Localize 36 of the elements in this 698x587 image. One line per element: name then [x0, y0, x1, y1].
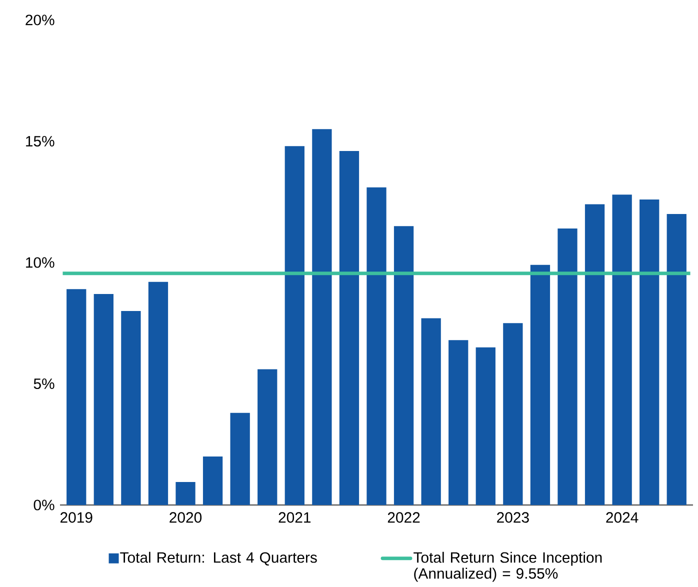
bar	[476, 347, 496, 505]
y-tick-label: 15%	[26, 136, 54, 146]
bar	[530, 264, 550, 505]
y-tick-label: 10%	[26, 257, 54, 268]
bar	[366, 187, 386, 505]
bar	[612, 194, 632, 505]
y-tick-label: 5%	[34, 378, 54, 389]
bar	[230, 412, 250, 505]
bar	[558, 228, 578, 505]
bar	[312, 129, 332, 505]
bar	[94, 294, 114, 505]
bar	[339, 150, 360, 505]
y-tick-label: 20%	[26, 14, 54, 26]
bar	[666, 214, 686, 505]
bar	[421, 318, 441, 505]
bar	[503, 323, 523, 505]
bar	[640, 199, 660, 505]
legend-label: Total Return: Last 4 Quarters	[120, 552, 317, 566]
bar	[202, 456, 223, 505]
x-tick-label: 2022	[388, 512, 420, 523]
bar	[584, 204, 605, 505]
x-tick-label: 2019	[60, 512, 92, 523]
x-tick-label: 2023	[497, 512, 529, 523]
legend-label: Total Return Since Inception (Annualized) = 9.55%	[414, 552, 602, 582]
x-tick-label: 2021	[278, 512, 311, 523]
bar	[176, 482, 196, 505]
bar	[258, 369, 278, 505]
bar	[394, 226, 414, 505]
bar	[148, 282, 168, 505]
bar	[448, 340, 468, 505]
x-tick-label: 2020	[170, 512, 202, 523]
bar	[66, 289, 86, 505]
bar	[284, 146, 304, 505]
bar	[121, 311, 141, 505]
y-tick-label: 0%	[34, 500, 54, 510]
x-tick-label: 2024	[606, 512, 638, 523]
